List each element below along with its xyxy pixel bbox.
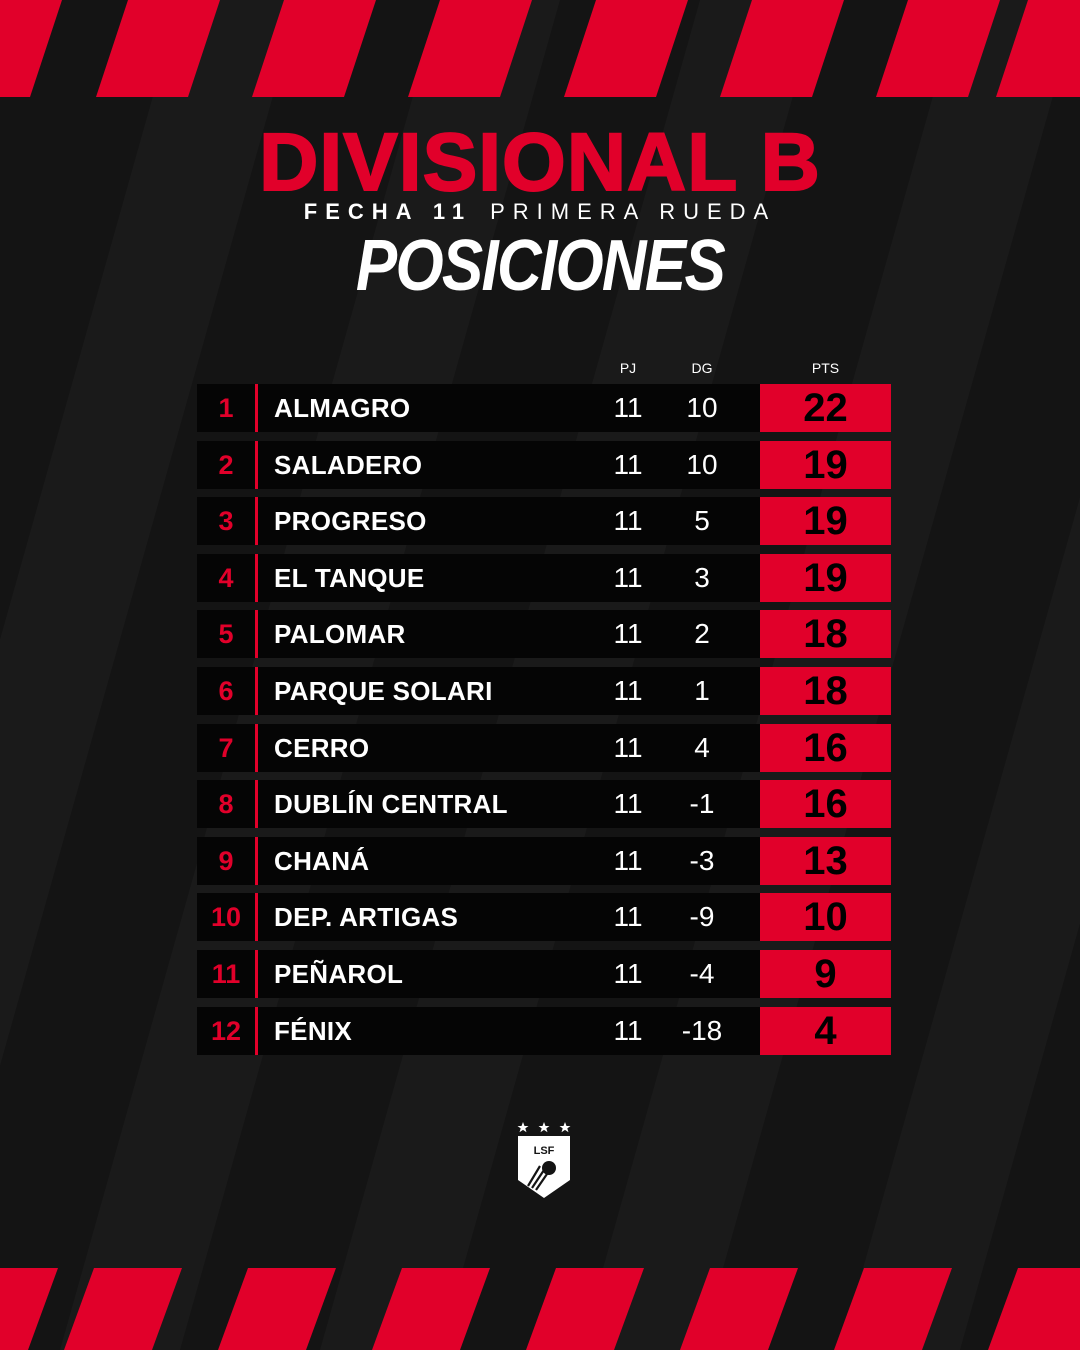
matches-played: 11 <box>613 1015 643 1046</box>
position-number: 2 <box>218 450 234 480</box>
logo-text: LSF <box>534 1145 555 1157</box>
position-number: 1 <box>218 393 234 423</box>
position-number: 8 <box>218 789 234 819</box>
table-row: 10 DEP. ARTIGAS 11 -9 10 <box>197 893 891 941</box>
goal-difference: 5 <box>694 505 710 536</box>
position-number: 3 <box>218 506 234 536</box>
goal-difference: -18 <box>681 1015 723 1046</box>
goal-difference: -9 <box>689 901 715 932</box>
table-row: 3 PROGRESO 11 5 19 <box>197 497 891 545</box>
matches-played: 11 <box>613 392 643 423</box>
team-name: PALOMAR <box>274 619 406 649</box>
team-name: PROGRESO <box>274 506 427 536</box>
row-divider <box>255 1007 258 1055</box>
table-row: 1 ALMAGRO 11 10 22 <box>197 384 891 432</box>
team-name: EL TANQUE <box>274 563 425 593</box>
table-row: 5 PALOMAR 11 2 18 <box>197 610 891 658</box>
points: 18 <box>760 667 891 715</box>
team-name: DEP. ARTIGAS <box>274 902 459 932</box>
column-header-pts: PTS <box>811 360 840 376</box>
position-number: 7 <box>218 733 234 763</box>
goal-difference: 4 <box>694 732 710 763</box>
standings-heading: POSICIONES <box>355 226 726 306</box>
page-subtitle: FECHA 11 PRIMERA RUEDA <box>0 199 1080 225</box>
points: 13 <box>760 837 891 885</box>
points: 9 <box>760 950 891 998</box>
row-divider <box>255 893 258 941</box>
position-number: 4 <box>218 563 234 593</box>
points: 18 <box>760 610 891 658</box>
team-name: DUBLÍN CENTRAL <box>274 789 508 819</box>
row-divider <box>255 667 258 715</box>
position-number: 10 <box>210 902 242 932</box>
goal-difference: 1 <box>694 675 710 706</box>
column-header-pj: PJ <box>619 360 637 376</box>
goal-difference: 10 <box>686 392 718 423</box>
matches-played: 11 <box>613 618 643 649</box>
team-name: ALMAGRO <box>274 393 411 423</box>
row-divider <box>255 950 258 998</box>
goal-difference: -4 <box>689 958 715 989</box>
column-header-dg: DG <box>691 360 713 376</box>
points: 22 <box>760 384 891 432</box>
matches-played: 11 <box>613 845 643 876</box>
team-name: SALADERO <box>274 450 423 480</box>
row-divider <box>255 837 258 885</box>
table-row: 12 FÉNIX 11 -18 4 <box>197 1007 891 1055</box>
matches-played: 11 <box>613 449 643 480</box>
table-row: 2 SALADERO 11 10 19 <box>197 441 891 489</box>
matches-played: 11 <box>613 958 643 989</box>
goal-difference: 3 <box>694 562 710 593</box>
points: 19 <box>760 554 891 602</box>
team-name: PARQUE SOLARI <box>274 676 493 706</box>
row-divider <box>255 384 258 432</box>
points: 19 <box>760 441 891 489</box>
points: 16 <box>760 780 891 828</box>
goal-difference: 10 <box>686 449 718 480</box>
matches-played: 11 <box>613 505 643 536</box>
row-divider <box>255 554 258 602</box>
page-title: DIVISIONAL B <box>258 117 821 209</box>
matches-played: 11 <box>613 901 643 932</box>
row-divider <box>255 441 258 489</box>
goal-difference: 2 <box>694 618 710 649</box>
table-row: 6 PARQUE SOLARI 11 1 18 <box>197 667 891 715</box>
team-name: FÉNIX <box>274 1016 353 1046</box>
team-name: CERRO <box>274 733 370 763</box>
row-divider <box>255 497 258 545</box>
points: 10 <box>760 893 891 941</box>
table-row: 8 DUBLÍN CENTRAL 11 -1 16 <box>197 780 891 828</box>
position-number: 5 <box>218 619 234 649</box>
position-number: 11 <box>211 959 241 989</box>
league-shield-logo: LSF <box>517 1122 571 1198</box>
team-name: PEÑAROL <box>274 959 404 989</box>
bottom-stripe-band <box>0 1268 1080 1350</box>
subtitle-round: PRIMERA RUEDA <box>490 199 777 224</box>
goal-difference: -3 <box>689 845 715 876</box>
table-row: 4 EL TANQUE 11 3 19 <box>197 554 891 602</box>
table-row: 11 PEÑAROL 11 -4 9 <box>197 950 891 998</box>
team-name: CHANÁ <box>274 846 370 876</box>
subtitle-matchday: FECHA 11 <box>303 199 473 224</box>
row-divider <box>255 724 258 772</box>
row-divider <box>255 610 258 658</box>
goal-difference: -1 <box>689 788 715 819</box>
position-number: 6 <box>218 676 234 706</box>
top-stripe-band <box>0 0 1080 97</box>
matches-played: 11 <box>613 675 643 706</box>
points: 19 <box>760 497 891 545</box>
points: 16 <box>760 724 891 772</box>
matches-played: 11 <box>613 732 643 763</box>
position-number: 9 <box>218 846 234 876</box>
table-row: 9 CHANÁ 11 -3 13 <box>197 837 891 885</box>
position-number: 12 <box>210 1016 242 1046</box>
table-row: 7 CERRO 11 4 16 <box>197 724 891 772</box>
matches-played: 11 <box>613 562 643 593</box>
matches-played: 11 <box>613 788 643 819</box>
points: 4 <box>760 1007 891 1055</box>
row-divider <box>255 780 258 828</box>
